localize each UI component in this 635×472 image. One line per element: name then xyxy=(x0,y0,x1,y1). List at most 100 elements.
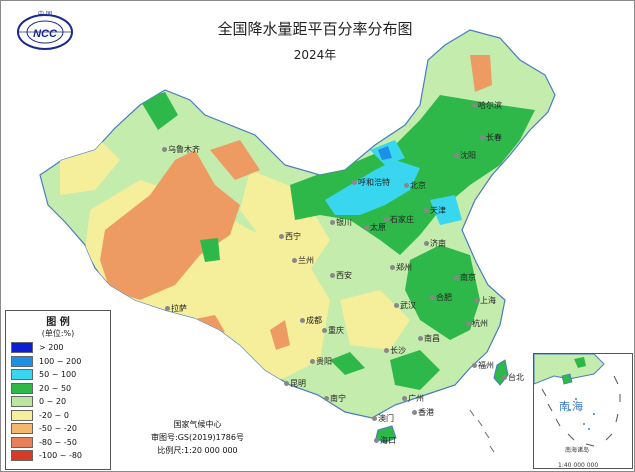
city-label: 西宁 xyxy=(285,232,301,241)
city-label: 重庆 xyxy=(328,326,344,335)
city-dot xyxy=(284,381,289,386)
south-china-sea-inset xyxy=(533,353,633,469)
inset-map xyxy=(533,353,621,447)
city-label: 澳门 xyxy=(378,414,394,423)
legend-label: 20 ~ 50 xyxy=(39,383,72,393)
zone-cyan-north xyxy=(325,160,420,215)
city-dot xyxy=(466,321,471,326)
legend-label: -80 ~ -50 xyxy=(39,437,77,447)
inset-scale: 1:40 000 000 xyxy=(558,462,599,469)
city-dot xyxy=(454,153,459,158)
city-label: 上海 xyxy=(480,296,496,305)
legend-label: > 200 xyxy=(39,343,64,353)
legend-swatch xyxy=(11,409,33,421)
legend-label: -100 ~ -80 xyxy=(39,451,83,461)
zone-blue-spot xyxy=(378,146,392,160)
legend-item: 20 ~ 50 xyxy=(11,382,110,396)
city-dot xyxy=(372,416,377,421)
zone-cyan-coast xyxy=(430,195,462,225)
city-label: 贵阳 xyxy=(316,357,332,366)
taiwan-island xyxy=(493,359,509,386)
legend-swatch xyxy=(11,436,33,448)
legend-swatch xyxy=(11,355,33,367)
city-label: 太原 xyxy=(370,223,386,232)
legend-item: > 200 xyxy=(11,341,110,355)
legend-item: -80 ~ -50 xyxy=(11,436,110,450)
credit-agency: 国家气候中心 xyxy=(173,420,222,429)
precip-zones xyxy=(60,55,535,390)
hainan-island xyxy=(375,425,397,444)
city-dot xyxy=(402,396,407,401)
city-label: 昆明 xyxy=(290,379,306,388)
credit-review-no: 审图号:GS(2019)1786号 xyxy=(151,433,244,442)
legend-item: -50 ~ -20 xyxy=(11,422,110,436)
ncc-logo: NCC 中 国 xyxy=(17,10,73,50)
legend-label: 100 ~ 200 xyxy=(39,356,82,366)
city-dot xyxy=(390,265,395,270)
legend-label: -50 ~ -20 xyxy=(39,424,77,434)
city-dot xyxy=(364,225,369,230)
zone-green-guangdong xyxy=(390,350,440,390)
city-label: 福州 xyxy=(478,361,494,370)
city-dot xyxy=(424,241,429,246)
legend-swatch xyxy=(11,342,33,354)
city-dot xyxy=(474,298,479,303)
legend-label: -20 ~ 0 xyxy=(39,410,69,420)
city-dot xyxy=(352,180,357,185)
city-label: 郑州 xyxy=(396,263,412,272)
inset-label: 南海 xyxy=(559,400,585,413)
legend-unit: (单位:%) xyxy=(41,329,75,338)
zone-orange-gansu xyxy=(210,140,260,180)
city-label: 南昌 xyxy=(424,334,440,343)
zone-green-guangxi xyxy=(330,352,365,375)
city-dot xyxy=(502,375,507,380)
legend-swatch xyxy=(11,396,33,408)
legend-item: -20 ~ 0 xyxy=(11,409,110,423)
credit-scale: 比例尺:1:20 000 000 xyxy=(157,446,238,455)
city-label: 石家庄 xyxy=(390,215,414,224)
sea-boundary-dashes xyxy=(469,409,495,453)
city-dot xyxy=(430,295,435,300)
city-dot xyxy=(472,103,477,108)
city-label: 兰州 xyxy=(298,256,314,265)
zone-green-xj xyxy=(140,92,178,130)
zone-green-qh xyxy=(200,238,220,262)
city-label: 广州 xyxy=(408,394,424,403)
legend-swatch xyxy=(11,423,33,435)
legend-title: 图 例 xyxy=(46,317,70,328)
zone-orange-ne xyxy=(470,55,492,92)
legend-item: -100 ~ -80 xyxy=(11,449,110,463)
legend: 图 例 (单位:%) > 200 100 ~ 200 50 ~ 100 20 ~ 50… xyxy=(5,310,111,470)
city-dot xyxy=(310,359,315,364)
city-dot xyxy=(330,220,335,225)
inset-title: 南海诸岛 xyxy=(565,447,590,454)
city-dot xyxy=(480,135,485,140)
svg-text:NCC: NCC xyxy=(33,28,58,40)
city-label: 杭州 xyxy=(472,319,488,328)
city-dot xyxy=(384,348,389,353)
city-label: 呼和浩特 xyxy=(358,178,390,187)
map-title: 全国降水量距平百分率分布图 xyxy=(217,20,413,38)
city-label: 济南 xyxy=(430,239,446,248)
city-dot xyxy=(404,183,409,188)
city-dot xyxy=(330,273,335,278)
city-label: 武汉 xyxy=(400,301,416,310)
city-dot xyxy=(292,258,297,263)
city-label: 天津 xyxy=(430,206,446,215)
credit-block: 国家气候中心 审图号:GS(2019)1786号 比例尺:1:20 000 00… xyxy=(120,418,275,457)
legend-item: 0 ~ 20 xyxy=(11,395,110,409)
zone-yellow-central xyxy=(340,290,410,350)
zone-orange-tibet xyxy=(100,150,240,300)
city-label: 成都 xyxy=(306,316,322,325)
legend-item: 100 ~ 200 xyxy=(11,355,110,369)
city-dot xyxy=(162,147,167,152)
city-dot xyxy=(165,306,170,311)
city-dot xyxy=(454,275,459,280)
city-label: 银川 xyxy=(336,218,352,227)
zone-yellow-north xyxy=(240,170,330,270)
city-dot xyxy=(418,336,423,341)
city-label: 哈尔滨 xyxy=(478,101,502,110)
city-dot xyxy=(394,303,399,308)
zone-green-east xyxy=(405,245,480,340)
